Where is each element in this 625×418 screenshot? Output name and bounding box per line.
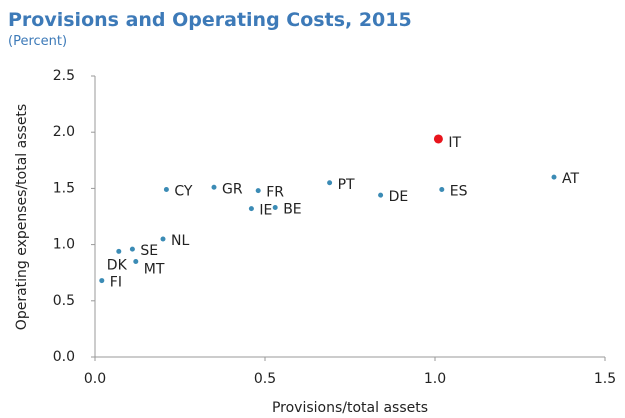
y-tick-label: 1.0 bbox=[53, 237, 75, 253]
y-tick-label: 2.5 bbox=[53, 68, 75, 84]
data-point bbox=[160, 236, 166, 242]
point-label: BE bbox=[283, 202, 301, 218]
y-tick-label: 0.5 bbox=[53, 293, 75, 309]
point-label: IT bbox=[448, 135, 461, 151]
data-point bbox=[211, 184, 217, 190]
y-axis-label: Operating expenses/total assets bbox=[14, 104, 30, 330]
point-label: SE bbox=[140, 243, 158, 259]
point-label: DK bbox=[107, 257, 128, 273]
data-point bbox=[551, 174, 557, 180]
y-tick-label: 1.5 bbox=[53, 180, 75, 196]
point-label: DE bbox=[389, 189, 409, 205]
point-label: ES bbox=[450, 184, 468, 200]
point-label: FR bbox=[266, 185, 284, 201]
point-label: FI bbox=[110, 275, 122, 291]
x-tick-label: 0.5 bbox=[254, 371, 276, 387]
data-point bbox=[116, 248, 122, 254]
point-label: NL bbox=[171, 233, 189, 249]
chart-title: Provisions and Operating Costs, 2015 bbox=[8, 9, 412, 31]
y-tick-label: 0.0 bbox=[53, 349, 75, 365]
point-label: GR bbox=[222, 181, 243, 197]
x-tick-label: 0.0 bbox=[84, 371, 106, 387]
data-point bbox=[255, 188, 261, 194]
chart-subtitle: (Percent) bbox=[8, 34, 67, 49]
point-label: MT bbox=[144, 261, 165, 277]
data-point bbox=[439, 187, 445, 193]
data-point bbox=[163, 187, 169, 193]
data-point bbox=[129, 246, 135, 252]
y-tick-label: 2.0 bbox=[53, 124, 75, 140]
data-point bbox=[272, 205, 278, 211]
data-point bbox=[378, 192, 384, 198]
point-label: IE bbox=[259, 203, 272, 219]
data-point bbox=[248, 206, 254, 212]
point-label: CY bbox=[174, 184, 193, 200]
data-point bbox=[433, 134, 443, 144]
data-point bbox=[99, 278, 105, 284]
data-point bbox=[327, 180, 333, 186]
data-point bbox=[133, 258, 139, 264]
x-tick-label: 1.5 bbox=[594, 371, 616, 387]
point-label: PT bbox=[338, 177, 355, 193]
x-axis-label: Provisions/total assets bbox=[272, 400, 428, 416]
point-label: AT bbox=[562, 171, 579, 187]
x-tick-label: 1.0 bbox=[424, 371, 446, 387]
